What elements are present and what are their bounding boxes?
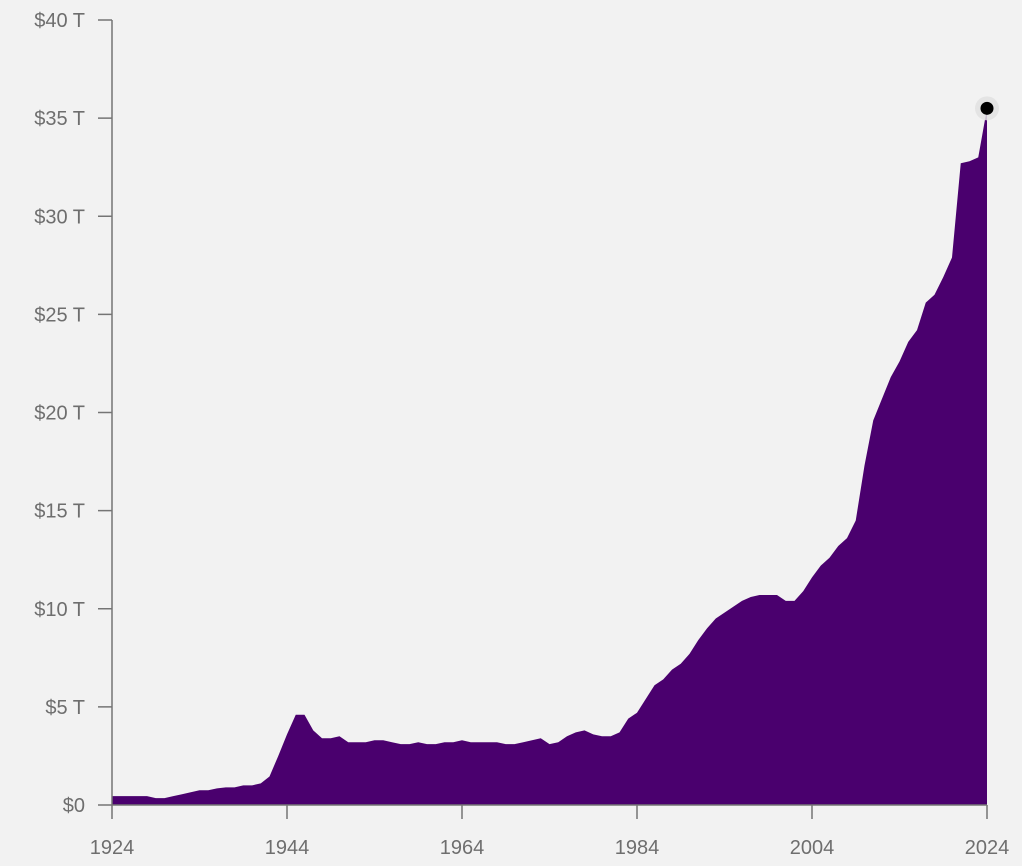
x-tick-label: 1964 [440,837,485,859]
y-tick-label: $15 T [34,501,85,523]
y-tick-label: $20 T [34,403,85,425]
highlight-point [981,102,994,115]
y-tick-label: $5 T [45,697,85,719]
highlight-marker [975,96,999,120]
y-tick-label: $10 T [34,599,85,621]
y-tick-label: $35 T [34,108,85,130]
x-tick-label: 2004 [790,837,835,859]
y-tick-label: $30 T [34,206,85,228]
y-tick-label: $25 T [34,304,85,326]
y-tick-label: $0 [63,795,85,817]
x-tick-label: 1984 [615,837,660,859]
x-tick-label: 2024 [965,837,1010,859]
y-tick-label: $40 T [34,10,85,32]
x-tick-label: 1924 [90,837,135,859]
x-tick-label: 1944 [265,837,310,859]
